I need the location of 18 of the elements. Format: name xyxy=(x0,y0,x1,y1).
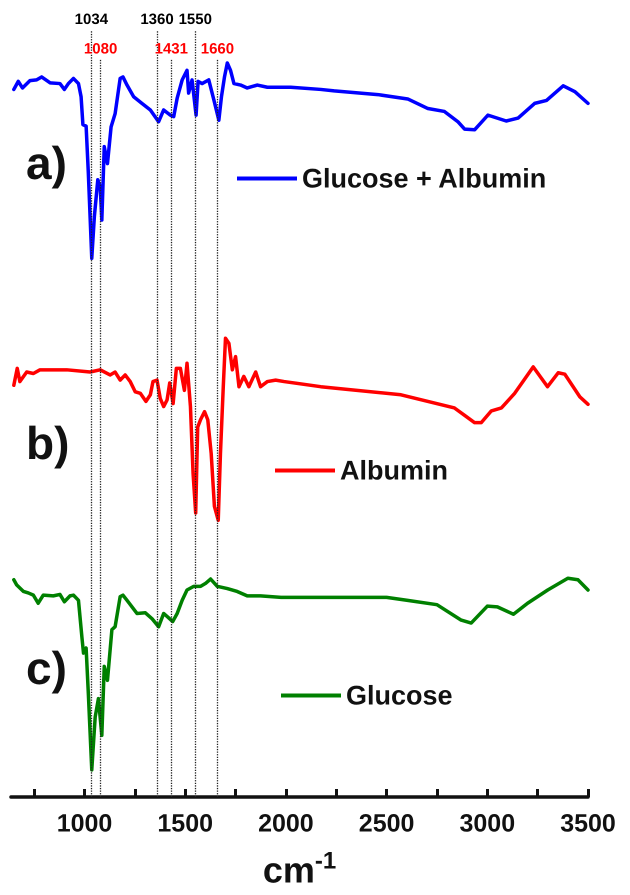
legend-label: Glucose + Albumin xyxy=(302,164,546,194)
x-tick-label: 1500 xyxy=(157,810,214,838)
x-tick-label: 2000 xyxy=(258,810,314,838)
ref-line-label: 1034 xyxy=(74,10,109,28)
ref-line-label: 1431 xyxy=(154,40,188,58)
annotation: b) xyxy=(26,417,70,469)
ref-line-label: 1080 xyxy=(84,40,118,58)
x-tick-label: 3500 xyxy=(560,810,616,838)
x-tick-label: 3000 xyxy=(459,810,516,838)
legend-label: Albumin xyxy=(340,456,448,486)
annotation: a) xyxy=(26,137,67,189)
ref-line-label: 1660 xyxy=(200,40,234,58)
ref-line-label: 1550 xyxy=(178,10,212,28)
annotation: c) xyxy=(26,642,67,694)
x-tick-label: 1000 xyxy=(56,810,112,838)
x-tick-label: 2500 xyxy=(358,810,414,838)
legend-label: Glucose xyxy=(346,680,453,710)
ref-line-label: 1360 xyxy=(140,10,174,28)
